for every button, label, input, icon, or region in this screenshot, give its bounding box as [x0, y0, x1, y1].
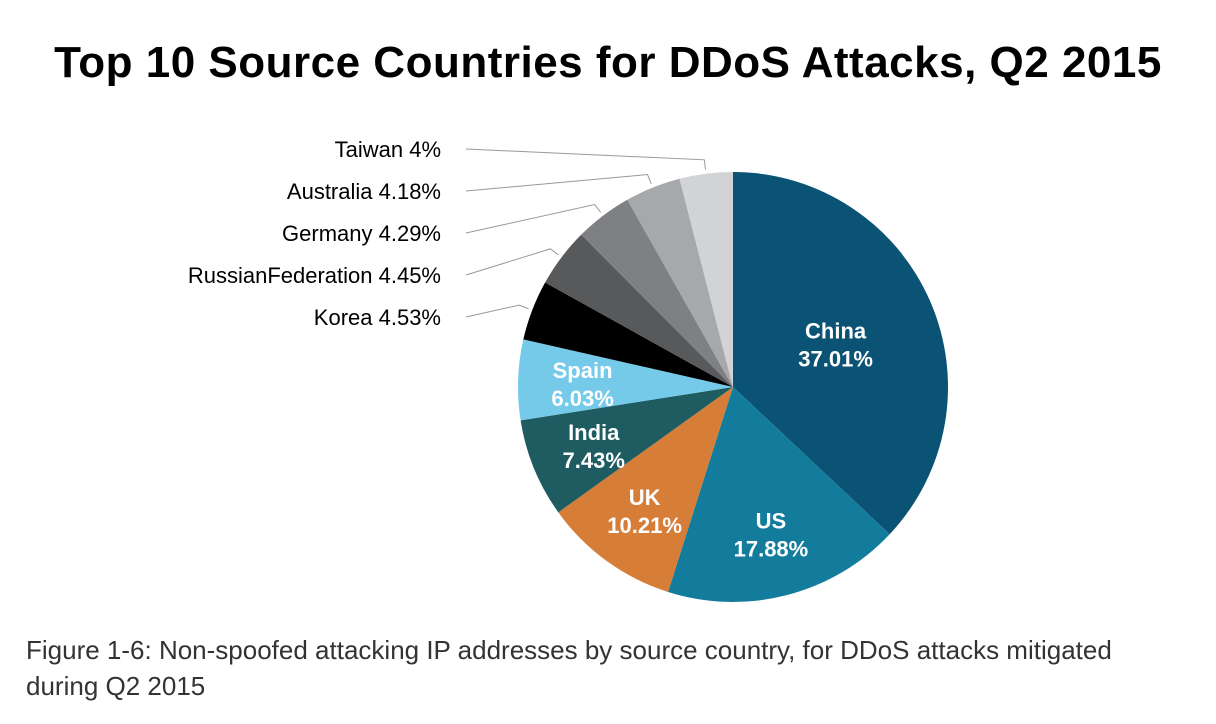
pie-slice-india [520, 387, 733, 513]
pie-slice-russianfederation [545, 234, 733, 387]
slice-label-uk: UK [629, 485, 661, 510]
chart-title: Top 10 Source Countries for DDoS Attacks… [54, 38, 1162, 87]
slice-label-russianfederation: RussianFederation 4.45% [188, 263, 441, 288]
leader-line-germany [465, 203, 602, 234]
slice-label-india: India [568, 420, 620, 445]
slice-label-us: US [756, 509, 787, 534]
slice-value-spain: 6.03% [551, 386, 613, 411]
slice-label-china: China [805, 319, 867, 344]
slice-value-china: 37.01% [798, 347, 873, 372]
figure-caption: Figure 1-6: Non-spoofed attacking IP add… [26, 635, 1112, 701]
slice-value-india: 7.43% [563, 448, 625, 473]
pie-slice-germany [581, 199, 733, 387]
slice-label-korea: Korea 4.53% [314, 305, 441, 330]
pie-slice-us [668, 387, 890, 602]
pie-slice-spain [518, 339, 733, 421]
slice-label-spain: Spain [553, 358, 613, 383]
pie-slice-uk [558, 387, 733, 592]
leader-line-taiwan [465, 148, 707, 170]
slice-label-australia: Australia 4.18% [287, 179, 441, 204]
pie-slice-china [733, 172, 948, 535]
slice-value-uk: 10.21% [607, 513, 682, 538]
slice-value-us: 17.88% [734, 537, 809, 562]
pie-slice-australia [627, 178, 733, 387]
pie-slice-korea [523, 282, 733, 387]
slice-label-taiwan: Taiwan 4% [335, 137, 441, 162]
leader-line-australia [465, 174, 652, 192]
leader-line-korea [465, 304, 529, 318]
leader-line-russianfederation [465, 248, 559, 276]
pie-slice-taiwan [679, 172, 733, 387]
slice-label-germany: Germany 4.29% [282, 221, 441, 246]
